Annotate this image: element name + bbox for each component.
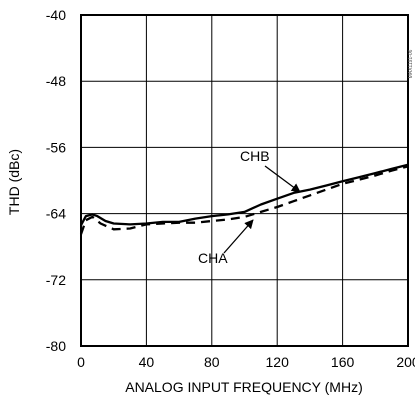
annotation-arrow-cha	[223, 219, 254, 254]
annotations: CHB CHA	[198, 148, 301, 266]
annotation-arrow-chb	[264, 165, 301, 193]
watermark-text: MAX1191-06	[408, 49, 414, 78]
x-tick-labels: 0 40 80 120 160 200	[77, 354, 415, 370]
y-tick-labels: -40 -48 -56 -64 -72 -80	[46, 7, 66, 354]
x-tick-label: 80	[204, 354, 220, 370]
plot-frame	[80, 14, 409, 347]
x-tick-label: 0	[77, 354, 85, 370]
grid-lines	[81, 15, 408, 346]
series-line-cha	[79, 165, 409, 235]
annotation-cha: CHA	[198, 250, 228, 266]
x-axis-title: ANALOG INPUT FREQUENCY (MHz)	[125, 379, 363, 395]
y-tick-label: -40	[46, 7, 66, 23]
annotation-chb: CHB	[240, 148, 270, 164]
series-line-chb	[79, 163, 409, 226]
y-tick-label: -48	[46, 73, 66, 89]
x-tick-label: 40	[139, 354, 155, 370]
x-tick-label: 120	[266, 354, 290, 370]
y-tick-label: -80	[46, 338, 66, 354]
y-tick-label: -64	[46, 206, 66, 222]
y-tick-label: -72	[46, 272, 66, 288]
series-lines	[79, 163, 409, 235]
y-axis-title: THD (dBc)	[6, 149, 22, 215]
x-tick-label: 200	[396, 354, 415, 370]
x-tick-label: 160	[331, 354, 355, 370]
y-tick-label: -56	[46, 139, 66, 155]
